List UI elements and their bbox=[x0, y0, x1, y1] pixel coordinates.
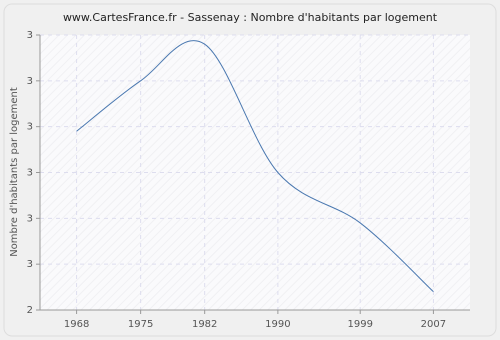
y-tick-label: 3 bbox=[27, 168, 33, 179]
plot-area bbox=[40, 35, 470, 310]
y-tick-label: 3 bbox=[27, 30, 33, 41]
y-tick-label: 3 bbox=[27, 76, 33, 87]
y-tick-label: 3 bbox=[27, 122, 33, 133]
y-tick-label: 3 bbox=[27, 213, 33, 224]
data-line bbox=[76, 40, 434, 293]
plot: 2 3 3 3 3 3 3 1968 1975 1982 1990 1999 2007 bbox=[27, 30, 470, 330]
x-tick-label: 2007 bbox=[421, 319, 446, 330]
y-tick-label: 3 bbox=[27, 259, 33, 270]
x-tick-label: 1999 bbox=[347, 319, 372, 330]
chart-title: www.CartesFrance.fr - Sassenay : Nombre … bbox=[63, 11, 438, 24]
x-tick-label: 1982 bbox=[192, 319, 217, 330]
y-axis-label: Nombre d'habitants par logement bbox=[9, 87, 20, 257]
x-tick-label: 1968 bbox=[64, 319, 89, 330]
x-tick-label: 1975 bbox=[128, 319, 153, 330]
x-tick-label: 1990 bbox=[265, 319, 290, 330]
y-tick-label: 2 bbox=[27, 305, 33, 316]
